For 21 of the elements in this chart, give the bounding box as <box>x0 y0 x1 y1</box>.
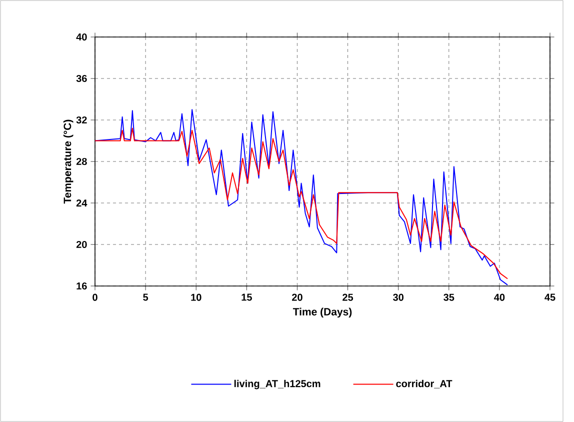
x-tick-label: 20 <box>292 294 302 301</box>
y-axis-title: Temperature (°C) <box>63 120 74 204</box>
y-tick-label: 16 <box>76 282 87 290</box>
x-tick-label: 45 <box>544 294 556 301</box>
x-tick-label: 35 <box>444 294 454 301</box>
x-tick-label: 25 <box>342 294 354 301</box>
legend-label: corridor_AT <box>396 380 452 388</box>
x-tick-label: 15 <box>242 294 252 301</box>
y-tick-label: 36 <box>76 74 87 82</box>
x-tick-label: 10 <box>191 294 202 301</box>
y-tick-label: 24 <box>76 200 88 206</box>
x-tick-label: 5 <box>143 294 148 301</box>
x-tick-label: 40 <box>494 294 505 301</box>
legend-label: living_AT_h125cm <box>234 380 320 390</box>
x-axis-title: Time (Days) <box>292 308 352 318</box>
x-tick-label: 0 <box>92 294 98 301</box>
y-tick-label: 20 <box>76 240 87 248</box>
y-tick-label: 28 <box>76 158 87 166</box>
x-tick-label: 30 <box>393 294 404 301</box>
y-tick-label: 32 <box>76 116 87 124</box>
y-tick-label: 40 <box>76 33 87 41</box>
